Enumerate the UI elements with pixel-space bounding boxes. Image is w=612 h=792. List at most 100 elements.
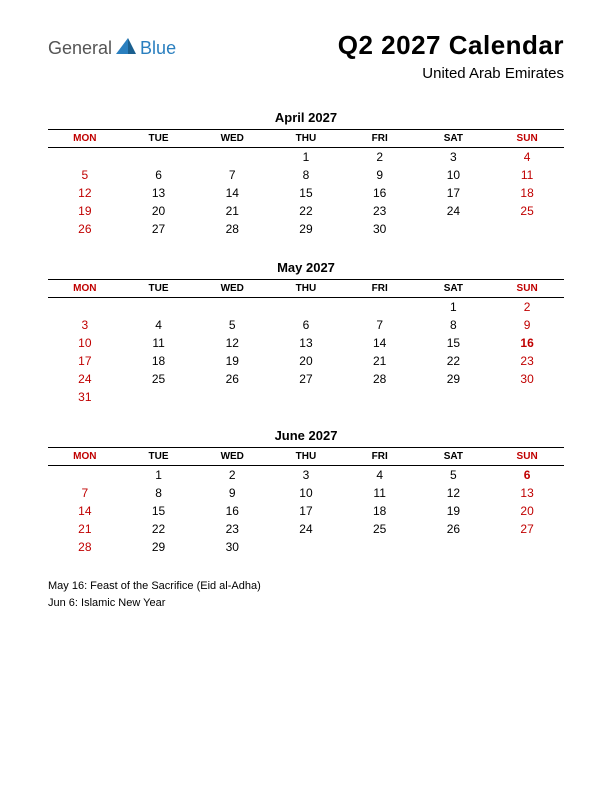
day-header: FRI	[343, 280, 417, 298]
calendar-cell: 3	[48, 316, 122, 334]
calendar-cell: 27	[269, 370, 343, 388]
day-header: WED	[195, 280, 269, 298]
calendar-cell: 1	[417, 298, 491, 317]
calendar-cell: 3	[269, 466, 343, 485]
calendar-cell: 21	[195, 202, 269, 220]
calendar-cell: 19	[195, 352, 269, 370]
calendar-cell: 2	[490, 298, 564, 317]
calendar-cell: 16	[195, 502, 269, 520]
calendar-cell: 30	[343, 220, 417, 238]
calendar-cell: 22	[122, 520, 196, 538]
day-header: FRI	[343, 130, 417, 148]
day-header: SAT	[417, 448, 491, 466]
calendar-cell: 24	[269, 520, 343, 538]
day-header: THU	[269, 130, 343, 148]
calendar-cell: 20	[490, 502, 564, 520]
calendar-cell	[490, 220, 564, 238]
calendar-cell: 14	[343, 334, 417, 352]
calendar-cell	[48, 466, 122, 485]
calendar-cell: 29	[417, 370, 491, 388]
calendar-cell: 7	[343, 316, 417, 334]
day-header: THU	[269, 448, 343, 466]
holiday-note-line: May 16: Feast of the Sacrifice (Eid al-A…	[48, 578, 564, 595]
calendar-cell: 16	[343, 184, 417, 202]
calendar-table: MONTUEWEDTHUFRISATSUN1234567891011121314…	[48, 447, 564, 556]
calendar-cell: 24	[417, 202, 491, 220]
calendar-cell: 18	[343, 502, 417, 520]
calendar-cell: 5	[195, 316, 269, 334]
month-name: June 2027	[48, 428, 564, 443]
calendar-cell: 28	[195, 220, 269, 238]
day-header: TUE	[122, 280, 196, 298]
calendar-cell: 23	[343, 202, 417, 220]
calendar-cell: 5	[417, 466, 491, 485]
calendar-cell: 9	[343, 166, 417, 184]
calendar-row: 12131415161718	[48, 184, 564, 202]
calendar-cell	[195, 148, 269, 167]
calendar-row: 24252627282930	[48, 370, 564, 388]
months-container: April 2027MONTUEWEDTHUFRISATSUN123456789…	[48, 110, 564, 556]
logo-triangle-icon	[116, 38, 136, 59]
calendar-cell	[195, 298, 269, 317]
calendar-cell: 9	[195, 484, 269, 502]
logo: General Blue	[48, 30, 176, 59]
calendar-row: 78910111213	[48, 484, 564, 502]
calendar-cell: 11	[490, 166, 564, 184]
calendar-cell: 20	[122, 202, 196, 220]
calendar-row: 1234	[48, 148, 564, 167]
calendar-cell	[48, 298, 122, 317]
calendar-cell: 14	[195, 184, 269, 202]
month-name: April 2027	[48, 110, 564, 125]
calendar-cell: 31	[48, 388, 122, 406]
calendar-cell: 18	[122, 352, 196, 370]
calendar-row: 19202122232425	[48, 202, 564, 220]
calendar-cell: 26	[195, 370, 269, 388]
calendar-row: 17181920212223	[48, 352, 564, 370]
calendar-cell: 8	[417, 316, 491, 334]
calendar-row: 123456	[48, 466, 564, 485]
calendar-cell: 15	[417, 334, 491, 352]
calendar-cell: 4	[343, 466, 417, 485]
calendar-cell: 17	[48, 352, 122, 370]
calendar-cell: 2	[343, 148, 417, 167]
calendar-cell: 25	[122, 370, 196, 388]
calendar-cell	[195, 388, 269, 406]
calendar-cell	[269, 298, 343, 317]
calendar-cell: 28	[48, 538, 122, 556]
day-header: THU	[269, 280, 343, 298]
day-header: FRI	[343, 448, 417, 466]
page-title: Q2 2027 Calendar	[338, 30, 564, 61]
calendar-cell: 15	[269, 184, 343, 202]
calendar-cell	[417, 220, 491, 238]
calendar-cell: 3	[417, 148, 491, 167]
calendar-cell: 13	[122, 184, 196, 202]
calendar-cell	[343, 538, 417, 556]
day-header: SAT	[417, 130, 491, 148]
calendar-cell: 5	[48, 166, 122, 184]
holiday-note-line: Jun 6: Islamic New Year	[48, 595, 564, 612]
calendar-cell	[48, 148, 122, 167]
calendar-cell: 13	[269, 334, 343, 352]
calendar-cell: 22	[269, 202, 343, 220]
calendar-cell: 25	[343, 520, 417, 538]
day-header: MON	[48, 280, 122, 298]
calendar-cell: 30	[490, 370, 564, 388]
calendar-row: 31	[48, 388, 564, 406]
calendar-cell: 15	[122, 502, 196, 520]
day-header: SUN	[490, 280, 564, 298]
calendar-cell: 10	[417, 166, 491, 184]
calendar-cell: 1	[269, 148, 343, 167]
logo-text-blue: Blue	[140, 38, 176, 59]
calendar-cell: 17	[269, 502, 343, 520]
month-block: May 2027MONTUEWEDTHUFRISATSUN12345678910…	[48, 260, 564, 406]
calendar-cell	[122, 298, 196, 317]
calendar-cell: 8	[269, 166, 343, 184]
calendar-cell: 23	[195, 520, 269, 538]
title-block: Q2 2027 Calendar United Arab Emirates	[338, 30, 564, 82]
header: General Blue Q2 2027 Calendar United Ara…	[48, 30, 564, 82]
month-block: June 2027MONTUEWEDTHUFRISATSUN1234567891…	[48, 428, 564, 556]
calendar-cell: 28	[343, 370, 417, 388]
calendar-cell: 1	[122, 466, 196, 485]
calendar-cell: 23	[490, 352, 564, 370]
calendar-cell: 20	[269, 352, 343, 370]
